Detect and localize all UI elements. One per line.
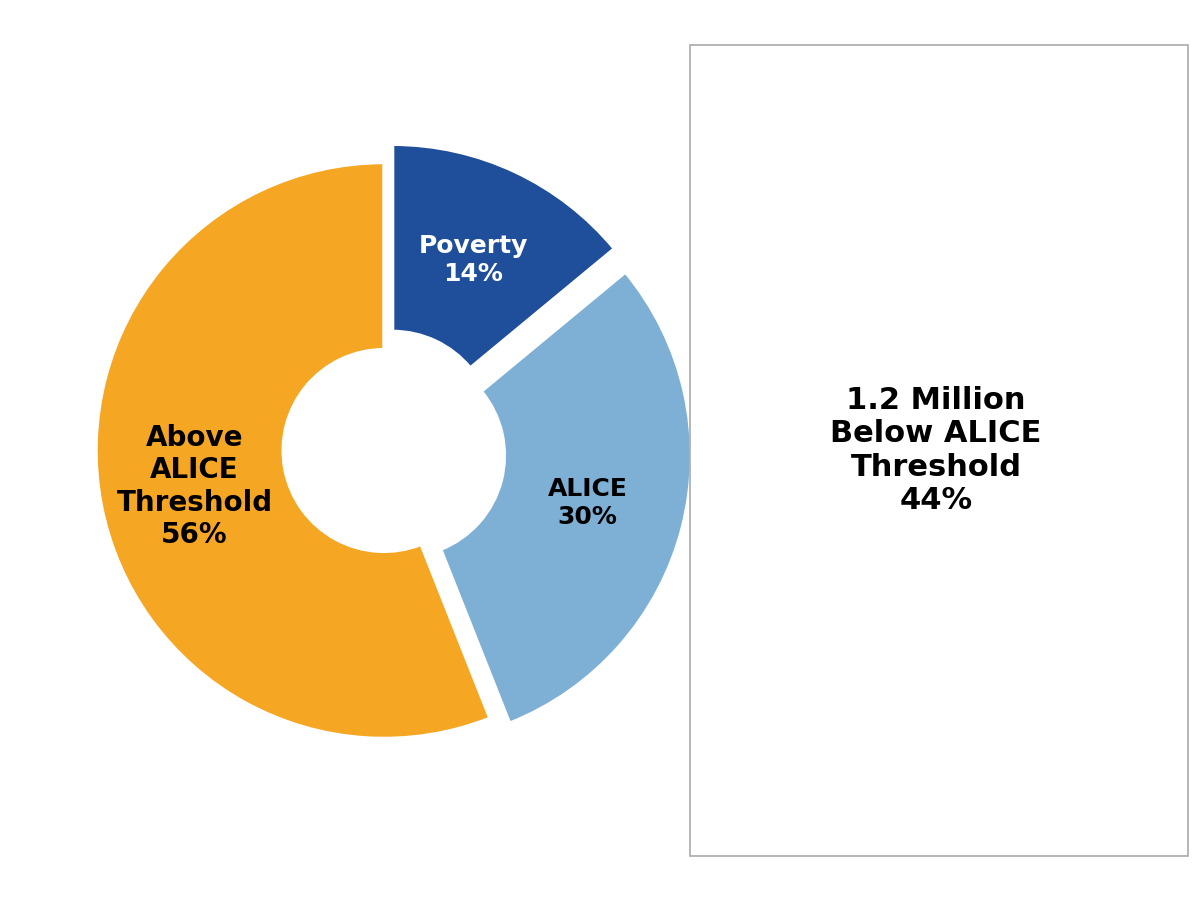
Text: 1.2 Million
Below ALICE
Threshold
44%: 1.2 Million Below ALICE Threshold 44%: [830, 386, 1042, 515]
Text: Above
ALICE
Threshold
56%: Above ALICE Threshold 56%: [116, 424, 272, 550]
Text: Poverty
14%: Poverty 14%: [419, 234, 528, 287]
Wedge shape: [440, 272, 691, 724]
Wedge shape: [96, 162, 490, 739]
Text: ALICE
30%: ALICE 30%: [547, 477, 628, 529]
Wedge shape: [392, 144, 614, 368]
